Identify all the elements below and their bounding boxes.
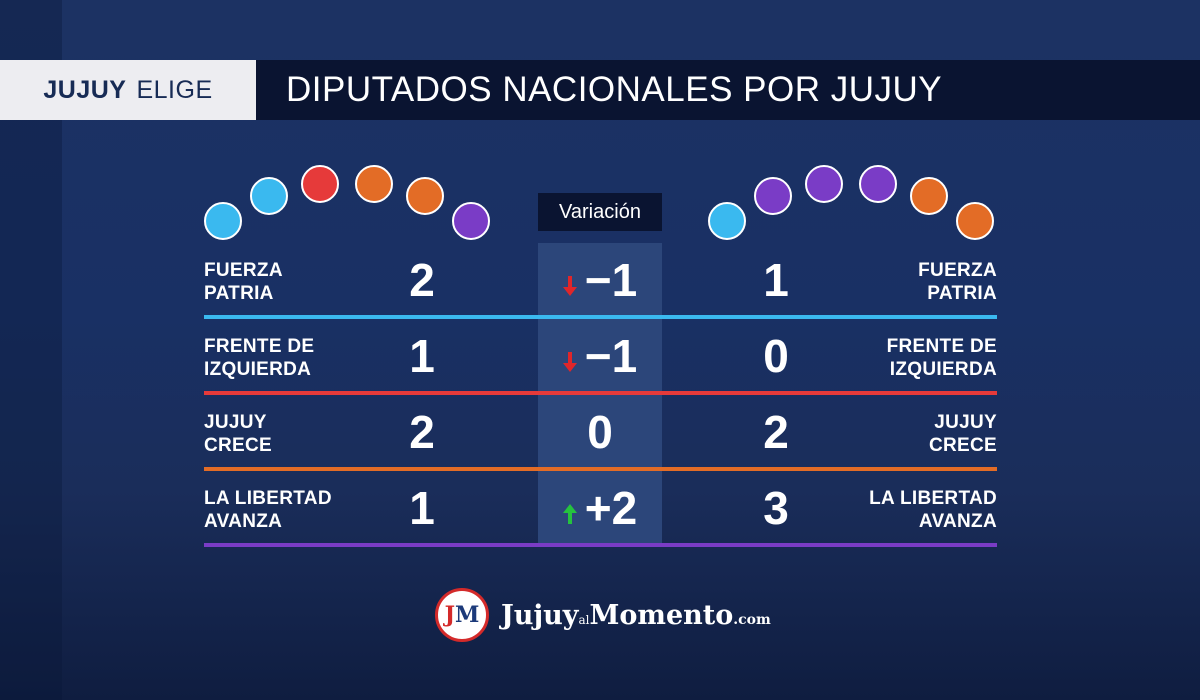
seat-dot-la-libertad-avanza (754, 177, 792, 215)
table-row: FUERZA PATRIA 2 −1 1 FUERZA PATRIA (204, 243, 997, 319)
party-line-1: LA LIBERTAD (204, 488, 332, 509)
variation-value: 0 (587, 406, 613, 458)
variation-cell: −1 (538, 329, 662, 383)
party-line-2: PATRIA (204, 283, 274, 304)
logo-word-4: .com (733, 611, 771, 628)
variation-cell: +2 (538, 481, 662, 535)
row-divider (204, 543, 997, 547)
party-line-2: CRECE (204, 435, 273, 456)
header-bar: JUJUY ELIGE DIPUTADOS NACIONALES POR JUJ… (0, 60, 1200, 120)
brand-strong: JUJUY (43, 75, 127, 104)
page-title: DIPUTADOS NACIONALES POR JUJUY (256, 60, 1200, 120)
party-line-1: FRENTE DE (886, 336, 997, 357)
party-line-2: AVANZA (204, 511, 283, 532)
party-line-2: AVANZA (918, 511, 997, 532)
seat-dot-jujuy-crece (910, 177, 948, 215)
party-name-left: FUERZA PATRIA (204, 259, 283, 305)
seat-dot-la-libertad-avanza (805, 165, 843, 203)
seats-after-count: 2 (763, 406, 789, 458)
table-row: LA LIBERTAD AVANZA 1 +2 3 LA LIBERTAD AVAN… (204, 471, 997, 547)
table-row: FRENTE DE IZQUIERDA 1 −1 0 FRENTE DE IZQUI… (204, 319, 997, 395)
party-line-2: IZQUIERDA (889, 359, 997, 380)
variation-arrow-icon (562, 253, 577, 307)
party-line-2: PATRIA (927, 283, 997, 304)
party-line-2: CRECE (928, 435, 997, 456)
party-line-1: FUERZA (918, 260, 997, 281)
variation-cell: 0 (538, 405, 662, 459)
table-row: JUJUY CRECE 2 0 2 JUJUY CRECE (204, 395, 997, 471)
party-name-left: LA LIBERTAD AVANZA (204, 487, 332, 533)
seats-before-count: 1 (409, 330, 435, 382)
seat-dot-fuerza-patria (250, 177, 288, 215)
seats-before-count: 2 (409, 254, 435, 306)
logo-badge-j: J (444, 602, 456, 628)
party-line-2: IZQUIERDA (204, 359, 312, 380)
seats-before-count: 2 (409, 406, 435, 458)
seats-after-count: 3 (763, 482, 789, 534)
logo-badge-m: M (455, 602, 480, 628)
party-name-right: FRENTE DE IZQUIERDA (887, 335, 997, 381)
party-name-left: JUJUY CRECE (204, 411, 272, 457)
seats-after-count: 1 (763, 254, 789, 306)
seat-dot-la-libertad-avanza (859, 165, 897, 203)
party-name-left: FRENTE DE IZQUIERDA (204, 335, 314, 381)
logo-word-3: Momento (589, 599, 734, 631)
variation-header: Variación (538, 193, 662, 231)
logo-word-1: Jujuy (501, 599, 579, 631)
seat-dot-fuerza-patria (708, 202, 746, 240)
brand-box: JUJUY ELIGE (0, 60, 256, 120)
seats-after-count: 0 (763, 330, 789, 382)
party-line-1: LA LIBERTAD (869, 488, 997, 509)
seat-dot-jujuy-crece (355, 165, 393, 203)
party-line-1: FRENTE DE (204, 336, 315, 357)
variation-cell: −1 (538, 253, 662, 307)
party-line-1: FUERZA (204, 260, 283, 281)
logo-word-2: al (578, 612, 590, 627)
party-name-right: JUJUY CRECE (929, 411, 997, 457)
brand-light: ELIGE (136, 75, 213, 104)
seat-arcs (0, 0, 1200, 260)
seat-dot-fuerza-patria (204, 202, 242, 240)
seats-before-count: 1 (409, 482, 435, 534)
row-divider (204, 467, 997, 471)
seat-dot-frente-izquierda (301, 165, 339, 203)
variation-value: −1 (584, 254, 638, 306)
seat-dot-jujuy-crece (406, 177, 444, 215)
variation-value: −1 (584, 330, 638, 382)
variation-arrow-icon (562, 481, 577, 535)
variation-value: +2 (584, 482, 638, 534)
row-divider (204, 315, 997, 319)
party-name-right: LA LIBERTAD AVANZA (869, 487, 997, 533)
party-line-1: JUJUY (204, 412, 267, 433)
logo-wordmark: JujuyalMomento.com (501, 600, 771, 631)
row-divider (204, 391, 997, 395)
variation-arrow-icon (562, 329, 577, 383)
seat-dot-jujuy-crece (956, 202, 994, 240)
party-line-1: JUJUY (934, 412, 997, 433)
party-name-right: FUERZA PATRIA (918, 259, 997, 305)
seat-dot-la-libertad-avanza (452, 202, 490, 240)
